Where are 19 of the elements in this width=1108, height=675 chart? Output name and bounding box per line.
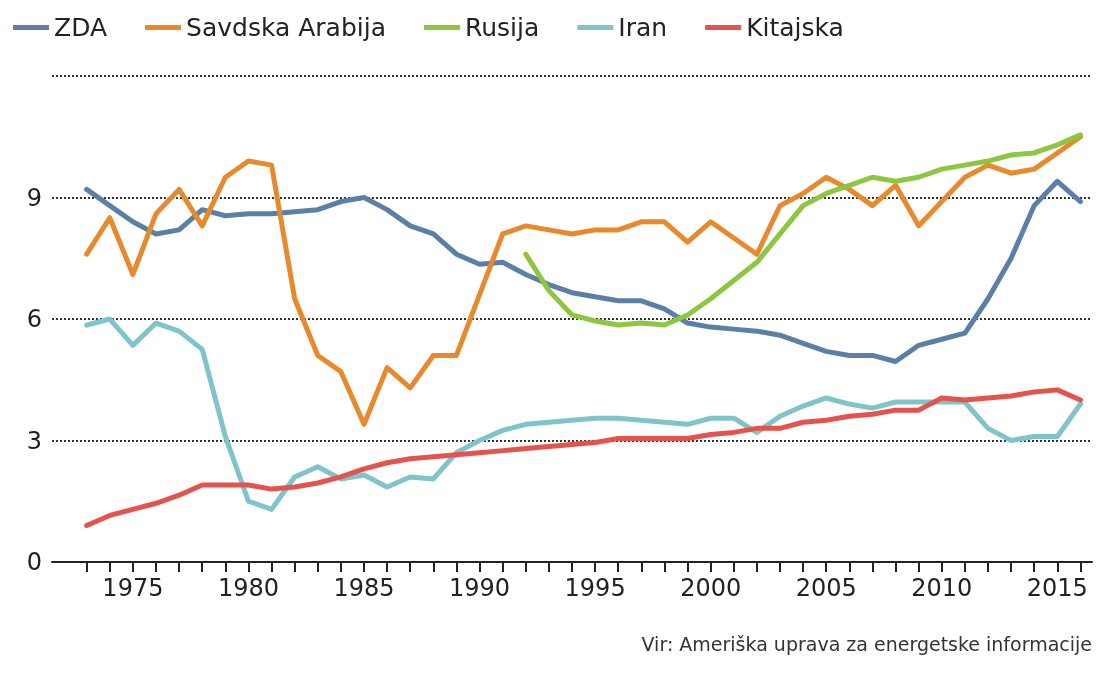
legend-label: Iran — [618, 13, 668, 42]
x-tick-label: 1985 — [333, 574, 395, 602]
x-tick-label: 1990 — [449, 574, 511, 602]
legend-label: Savdska Arabija — [186, 13, 387, 42]
x-tick-label: 1975 — [102, 574, 164, 602]
y-tick-label: 9 — [26, 183, 42, 212]
legend-label: Kitajska — [746, 13, 844, 42]
text: Vir: Ameriška uprava za energetske informacije — [641, 632, 1093, 655]
y-tick-label: 0 — [26, 548, 42, 576]
x-tick-label: 2015 — [1026, 574, 1088, 602]
y-tick-label: 6 — [26, 305, 42, 333]
x-tick-label: 2005 — [795, 574, 857, 602]
y-tick-label: 3 — [26, 426, 42, 455]
legend-label: ZDA — [54, 13, 108, 42]
x-tick-label: 1980 — [217, 574, 279, 602]
x-tick-label: 2000 — [680, 574, 742, 602]
legend-label: Rusija — [465, 13, 540, 42]
x-tick-label: 2010 — [911, 574, 973, 602]
x-tick-label: 1995 — [564, 574, 626, 602]
